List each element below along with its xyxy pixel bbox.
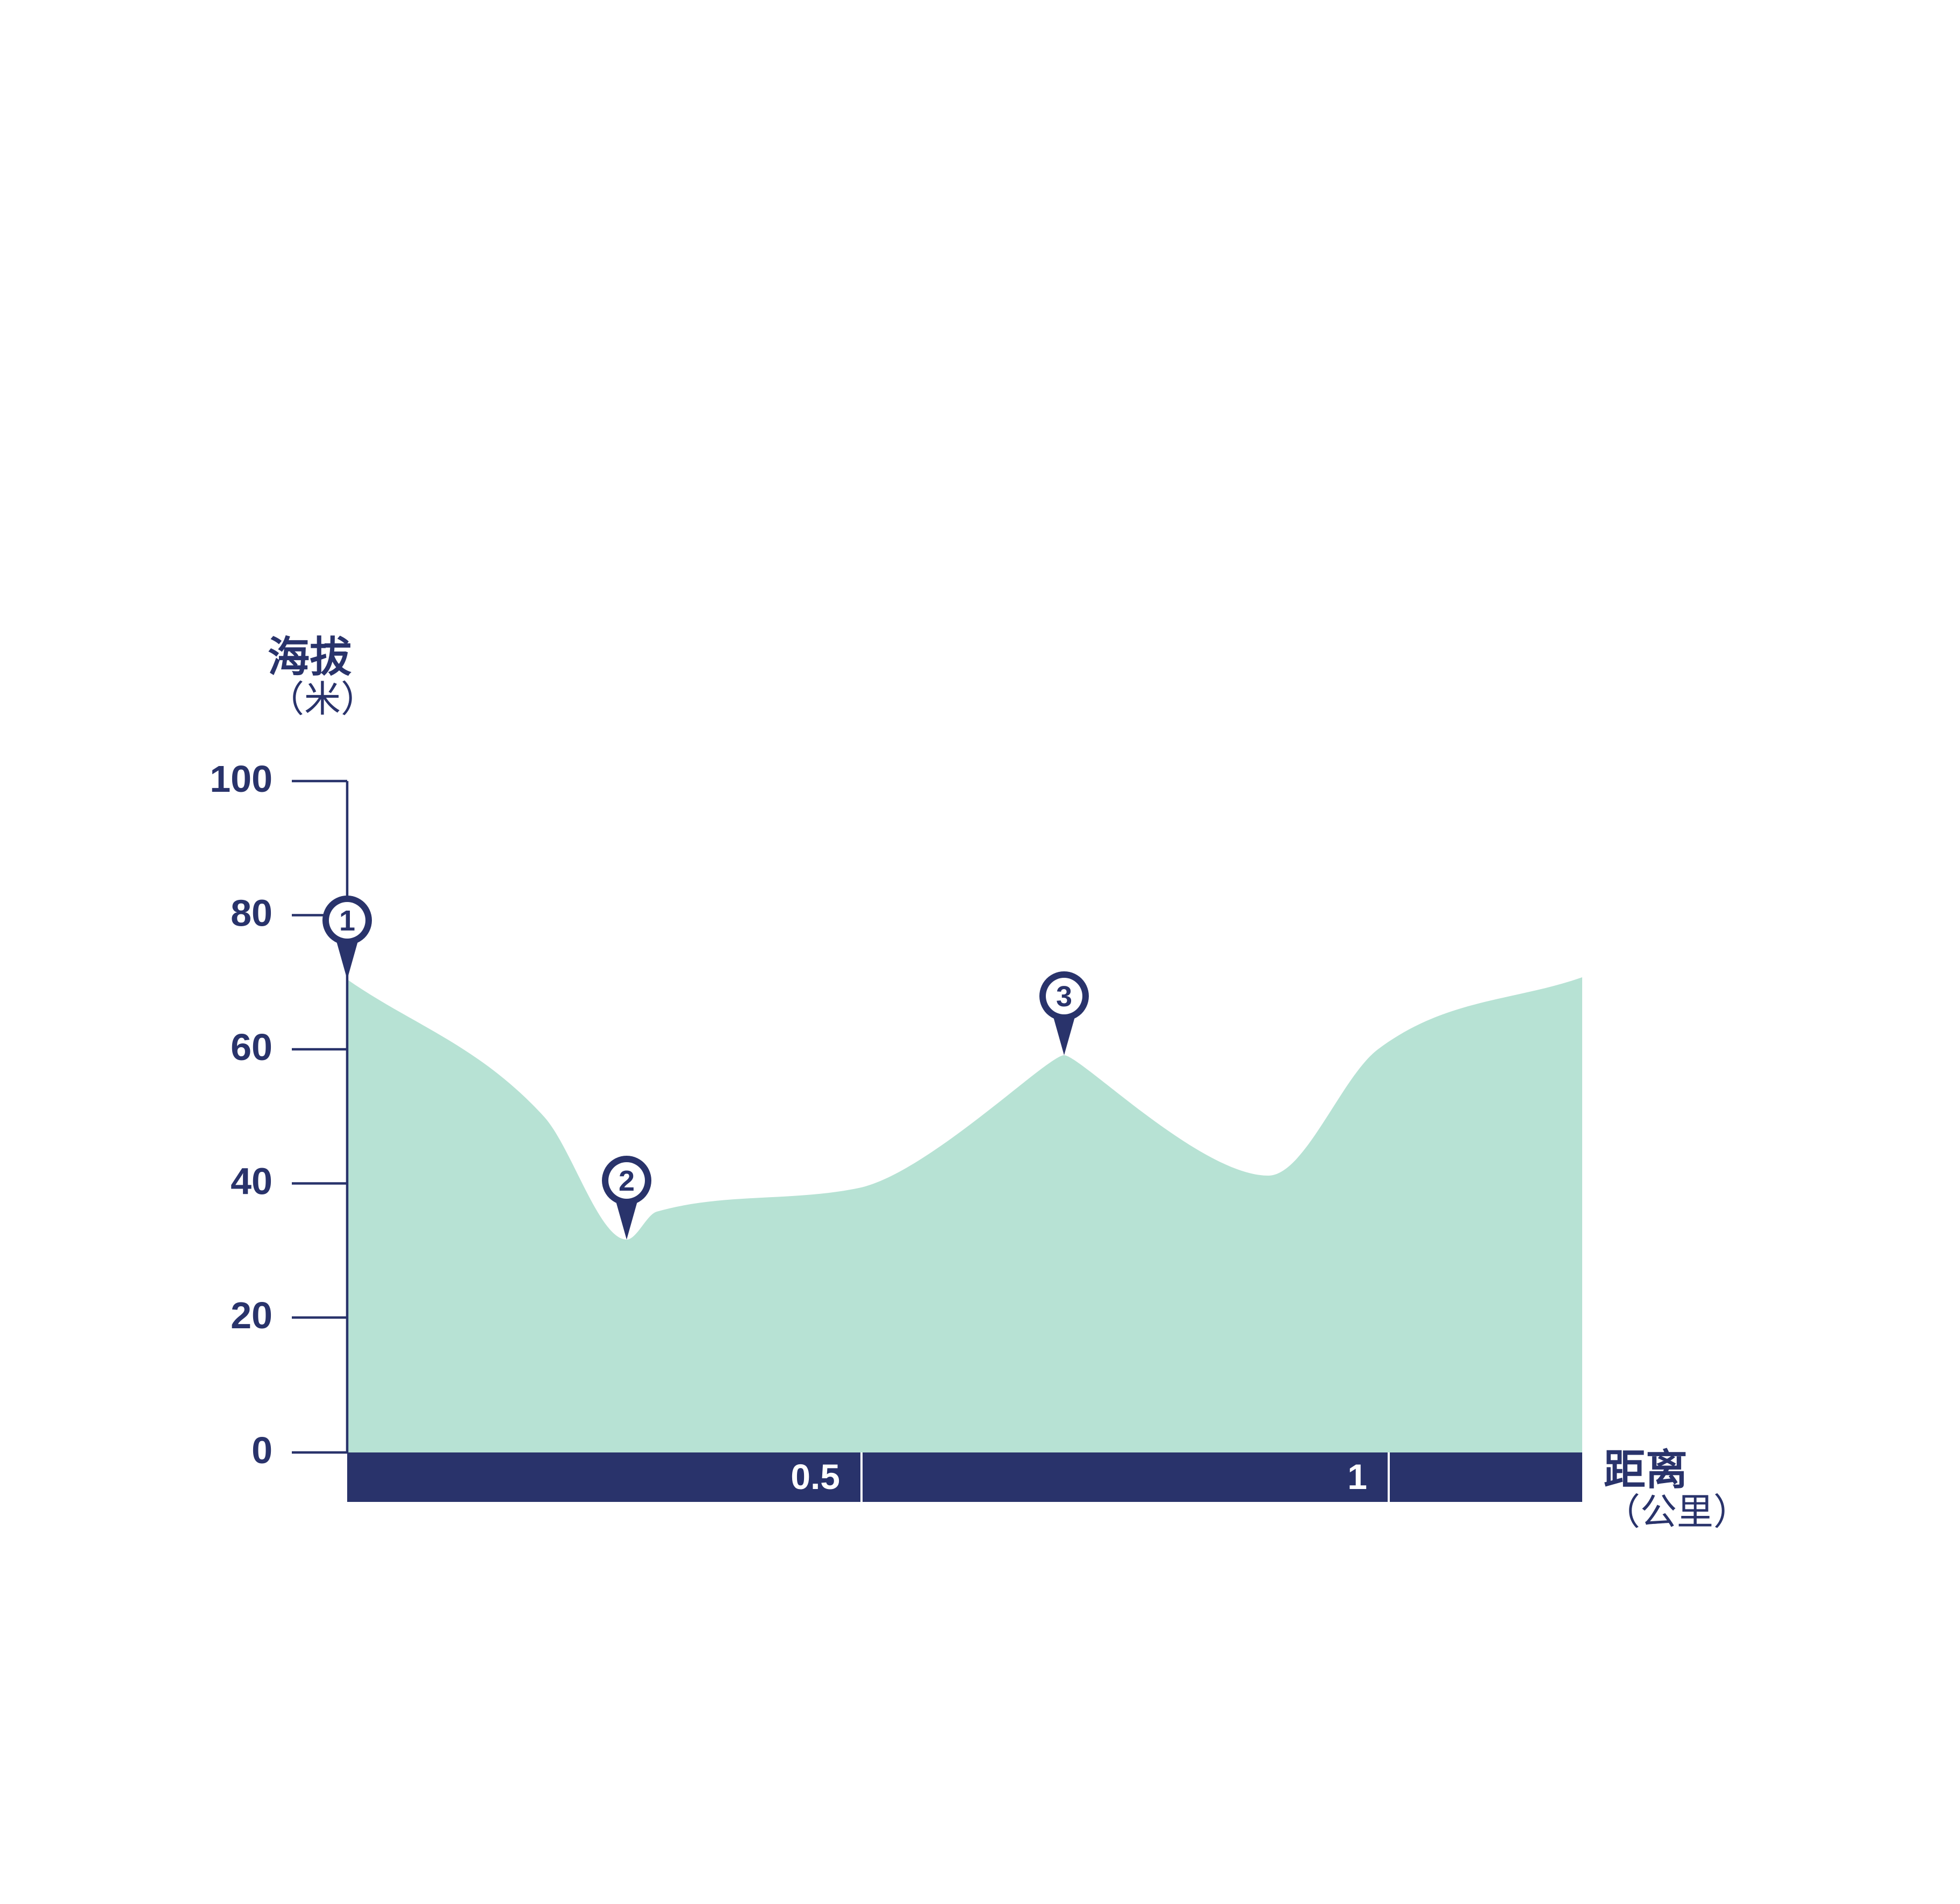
svg-text:距离: 距离: [1604, 1446, 1688, 1493]
svg-text:（米）: （米）: [268, 679, 377, 720]
svg-text:60: 60: [231, 1026, 272, 1068]
svg-text:2: 2: [619, 1165, 635, 1197]
svg-text:80: 80: [231, 892, 272, 934]
svg-text:0.5: 0.5: [791, 1457, 840, 1497]
svg-text:100: 100: [210, 758, 272, 800]
svg-text:3: 3: [1056, 980, 1072, 1013]
svg-text:（公里）: （公里）: [1604, 1492, 1750, 1533]
svg-text:海拔: 海拔: [268, 633, 351, 681]
svg-text:40: 40: [231, 1161, 272, 1202]
svg-text:20: 20: [231, 1294, 272, 1336]
svg-text:0: 0: [252, 1429, 272, 1471]
svg-text:1: 1: [1347, 1457, 1367, 1497]
svg-text:1: 1: [339, 905, 355, 937]
